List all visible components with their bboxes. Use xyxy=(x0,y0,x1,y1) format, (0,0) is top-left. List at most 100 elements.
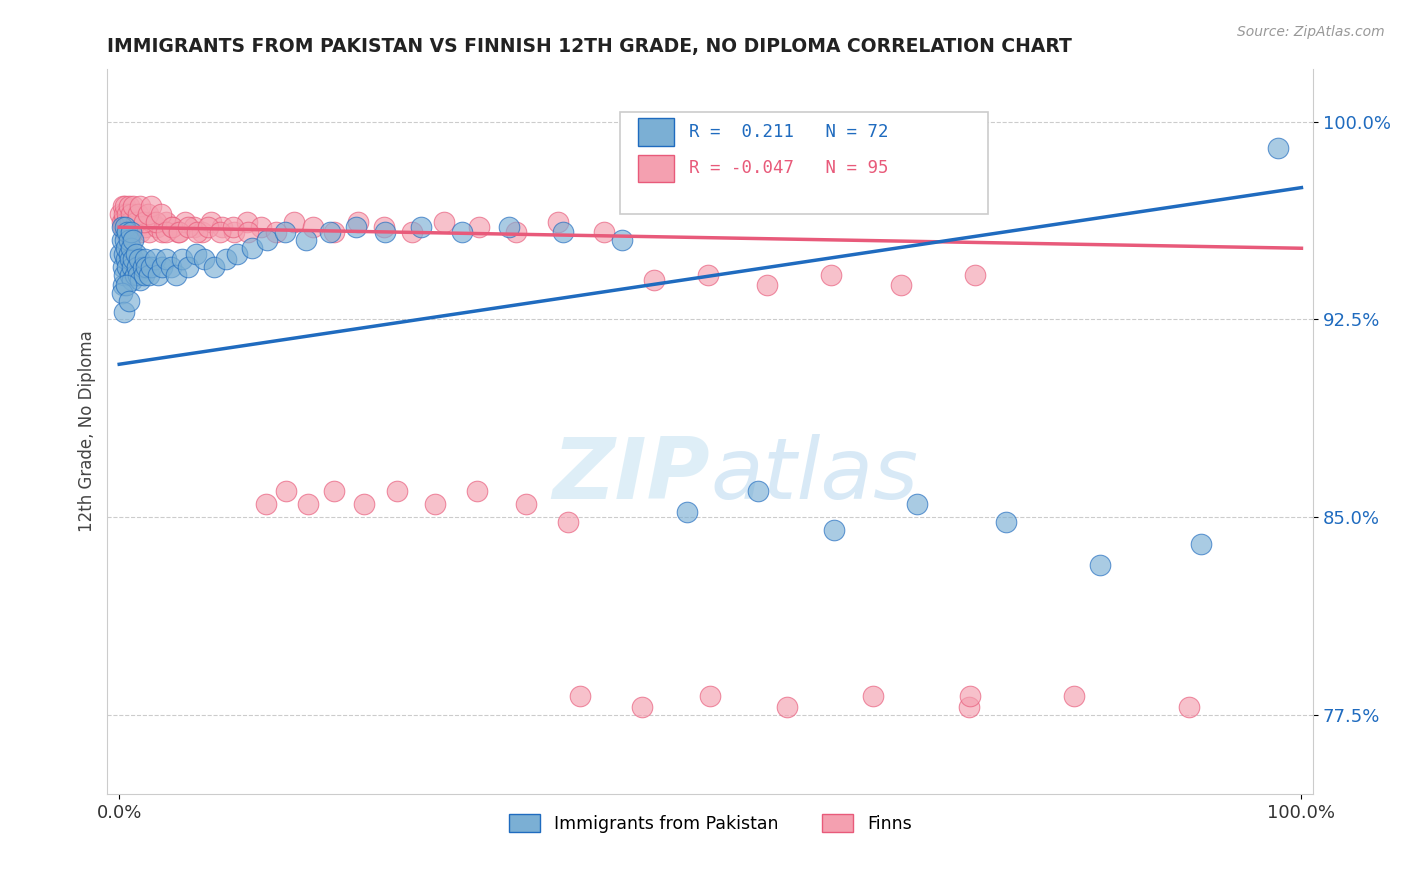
Point xyxy=(115,241,138,255)
Point xyxy=(115,215,138,229)
Point xyxy=(118,226,141,240)
Point xyxy=(747,483,769,498)
Point xyxy=(433,215,456,229)
Point xyxy=(125,215,148,229)
Point xyxy=(155,226,177,240)
Point xyxy=(120,215,142,229)
Point xyxy=(122,226,145,240)
Point xyxy=(145,215,167,229)
Point xyxy=(139,260,162,274)
Point xyxy=(112,304,135,318)
Point xyxy=(138,226,160,240)
Point xyxy=(118,212,141,227)
Point xyxy=(112,212,135,227)
Point xyxy=(118,293,141,308)
Point xyxy=(121,273,143,287)
Point xyxy=(191,226,214,240)
Point xyxy=(127,220,149,235)
Point xyxy=(498,220,520,235)
Point xyxy=(134,252,156,266)
Point xyxy=(127,268,149,282)
Point xyxy=(118,268,141,282)
Point xyxy=(197,220,219,235)
Point xyxy=(162,220,184,235)
Point xyxy=(569,690,592,704)
Point xyxy=(374,226,396,240)
Point xyxy=(155,252,177,266)
Point xyxy=(121,260,143,274)
Point xyxy=(155,215,177,229)
Point xyxy=(141,215,163,229)
Point xyxy=(122,199,145,213)
Point xyxy=(114,226,136,240)
Point xyxy=(110,207,132,221)
Point xyxy=(120,241,142,255)
Point xyxy=(167,226,190,240)
Point xyxy=(593,226,616,240)
Point xyxy=(965,268,987,282)
Point xyxy=(1063,690,1085,704)
Point xyxy=(115,278,138,293)
Point xyxy=(697,268,720,282)
Point xyxy=(148,268,170,282)
Point xyxy=(222,226,245,240)
Point xyxy=(610,233,633,247)
Point xyxy=(169,226,191,240)
Point xyxy=(112,268,135,282)
Point xyxy=(111,220,134,235)
Point xyxy=(110,233,132,247)
Point xyxy=(186,226,208,240)
Point xyxy=(132,215,155,229)
Point xyxy=(643,273,665,287)
Point xyxy=(236,226,259,240)
FancyBboxPatch shape xyxy=(638,154,673,182)
Point xyxy=(373,220,395,235)
Point xyxy=(111,278,134,293)
Point xyxy=(118,215,141,229)
Point xyxy=(118,252,141,266)
FancyBboxPatch shape xyxy=(620,112,987,214)
Point xyxy=(630,700,652,714)
Point xyxy=(129,199,152,213)
Point xyxy=(1178,700,1201,714)
Text: R = -0.047   N = 95: R = -0.047 N = 95 xyxy=(689,160,889,178)
Point xyxy=(127,207,149,221)
Text: ZIP: ZIP xyxy=(553,434,710,516)
Point xyxy=(132,260,155,274)
Point xyxy=(226,246,249,260)
Point xyxy=(283,215,305,229)
Point xyxy=(162,220,184,235)
Point xyxy=(423,497,446,511)
Point xyxy=(222,220,245,235)
Point xyxy=(110,246,132,260)
Point xyxy=(135,260,157,274)
Point xyxy=(240,241,263,255)
Point xyxy=(266,226,288,240)
Point xyxy=(118,199,141,213)
Point xyxy=(515,497,537,511)
Point xyxy=(143,252,166,266)
Point xyxy=(957,700,980,714)
Point xyxy=(117,220,139,235)
Point xyxy=(295,233,318,247)
Point xyxy=(401,226,423,240)
Point xyxy=(323,226,346,240)
Point xyxy=(202,260,225,274)
Point xyxy=(125,215,148,229)
Point xyxy=(467,483,489,498)
Point xyxy=(302,220,325,235)
Point xyxy=(121,220,143,235)
Point xyxy=(547,215,569,229)
Point xyxy=(111,260,134,274)
Point xyxy=(890,278,912,293)
Point xyxy=(214,252,236,266)
Point xyxy=(274,483,297,498)
Point xyxy=(200,215,222,229)
FancyBboxPatch shape xyxy=(638,119,673,145)
Point xyxy=(177,220,200,235)
Point xyxy=(115,218,138,232)
Point xyxy=(1189,536,1212,550)
Point xyxy=(117,207,139,221)
Point xyxy=(183,220,205,235)
Point xyxy=(117,226,139,240)
